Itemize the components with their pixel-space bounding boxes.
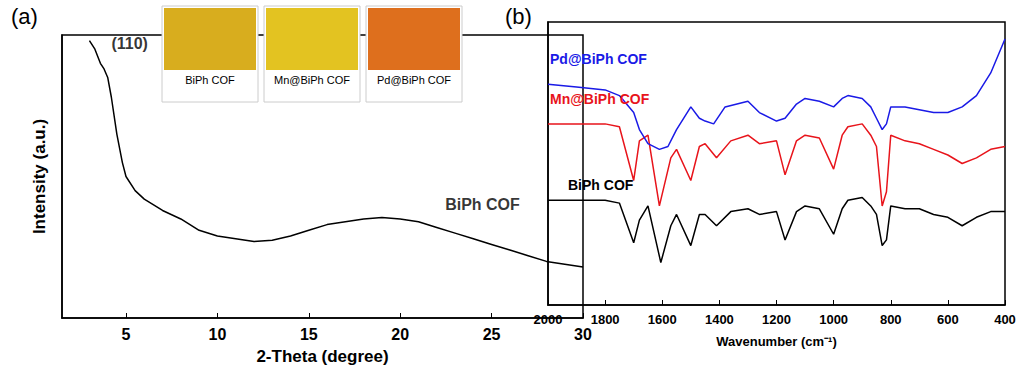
svg-text:2000: 2000 (534, 312, 563, 327)
svg-text:1000: 1000 (819, 312, 848, 327)
svg-text:400: 400 (994, 312, 1016, 327)
svg-text:25: 25 (483, 326, 501, 343)
svg-text:BiPh COF: BiPh COF (568, 177, 634, 193)
svg-text:10: 10 (208, 326, 226, 343)
svg-text:Pd@BiPh COF: Pd@BiPh COF (377, 74, 451, 86)
svg-text:30: 30 (574, 326, 592, 343)
svg-text:BiPh COF: BiPh COF (445, 196, 520, 213)
svg-text:(a): (a) (11, 4, 38, 29)
svg-text:Mn@BiPh COF: Mn@BiPh COF (550, 91, 650, 107)
svg-text:BiPh COF: BiPh COF (185, 74, 235, 86)
svg-text:1600: 1600 (648, 312, 677, 327)
svg-text:Wavenumber (cm⁻¹): Wavenumber (cm⁻¹) (716, 334, 837, 349)
svg-text:5: 5 (122, 326, 131, 343)
svg-text:15: 15 (300, 326, 318, 343)
svg-text:1800: 1800 (591, 312, 620, 327)
svg-text:Pd@BiPh COF: Pd@BiPh COF (550, 51, 647, 67)
svg-text:20: 20 (391, 326, 409, 343)
svg-text:Mn@BiPh COF: Mn@BiPh COF (274, 74, 350, 86)
svg-text:Intensity (a.u.): Intensity (a.u.) (30, 119, 49, 234)
svg-text:(110): (110) (111, 35, 147, 52)
svg-text:(b): (b) (505, 4, 532, 29)
svg-text:2-Theta (degree): 2-Theta (degree) (256, 347, 388, 366)
svg-text:600: 600 (937, 312, 959, 327)
svg-text:800: 800 (880, 312, 902, 327)
svg-text:1200: 1200 (762, 312, 791, 327)
svg-text:1400: 1400 (705, 312, 734, 327)
